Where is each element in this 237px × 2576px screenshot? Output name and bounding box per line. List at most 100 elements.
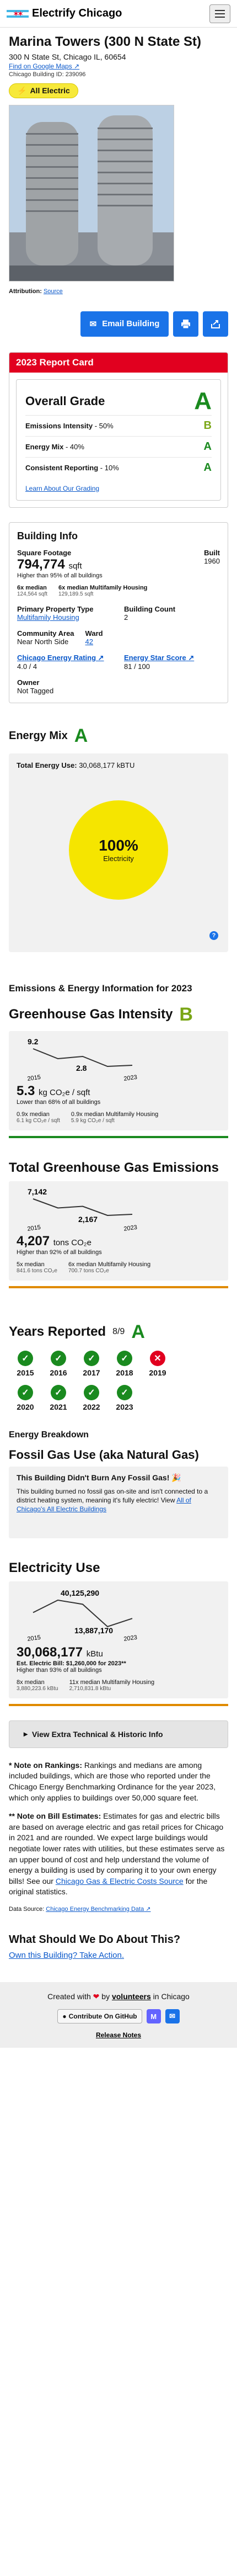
community-area-label: Community Area: [17, 629, 74, 638]
rankings-note: * Note on Rankings: Rankings and medians…: [9, 1760, 216, 1802]
electricity-pie: 100% Electricity: [69, 800, 168, 900]
year-label: 2022: [83, 1402, 100, 1411]
mastodon-link[interactable]: M: [146, 2009, 161, 2024]
photo-attribution: Attribution: Source: [9, 288, 63, 295]
ward-label: Ward: [85, 629, 103, 638]
grade-bar: [9, 1286, 228, 1288]
property-type-link[interactable]: Multifamily Housing: [17, 613, 79, 622]
owner-value: Not Tagged: [17, 686, 54, 695]
years-grid: ✓ 2015 ✓ 2016 ✓ 2017 ✓ 2018 ✕ 2019 ✓ 2020 ✓ 2021 ✓ 2022…: [9, 1350, 174, 1411]
created-with: Created with ❤ by volunteers in Chicago: [47, 1992, 190, 2001]
year-item: ✓ 2021: [42, 1384, 75, 1411]
median-value: 2,710,831.8 kBtu: [69, 1685, 111, 1692]
energy-mix-grade: A: [74, 725, 88, 746]
overall-grade-box: Overall Grade A Emissions Intensity - 50…: [16, 379, 221, 501]
metric-energy-mix: Energy Mix - 40% A: [25, 435, 212, 457]
median-value: 841.6 tons CO₂e: [17, 1267, 57, 1274]
release-notes-link[interactable]: Release Notes: [95, 2031, 142, 2039]
metric-grade: A: [203, 461, 212, 474]
report-card: 2023 Report Card Overall Grade A Emissio…: [9, 352, 228, 508]
energy-star-value: 81 / 100: [124, 662, 150, 671]
electric-bill-estimate: Est. Electric Bill: $1,260,000 for 2023*…: [17, 1660, 126, 1667]
year-item: ✓ 2017: [75, 1350, 108, 1377]
cta-heading: What Should We Do About This?: [9, 1934, 181, 1946]
energy-mix-heading: Energy Mix A: [9, 725, 88, 746]
printer-icon: [181, 319, 190, 329]
help-icon[interactable]: ?: [209, 931, 218, 940]
median-label: 6x median Multifamily Housing: [68, 1261, 151, 1268]
metric-emissions-intensity: Emissions Intensity - 50% B: [25, 415, 212, 436]
data-source: Data Source: Chicago Energy Benchmarking…: [9, 1905, 151, 1913]
sparkline-x-end: 2023: [123, 1074, 138, 1081]
costs-source-link[interactable]: Chicago Gas & Electric Costs Source: [55, 1876, 184, 1885]
email-icon: ✉: [89, 319, 97, 329]
bill-note: ** Note on Bill Estimates: Estimates for…: [9, 1812, 225, 1897]
sparkline-min-label: 2,167: [78, 1215, 98, 1224]
year-label: 2017: [83, 1368, 100, 1377]
electricity-percent: 100%: [99, 837, 138, 854]
gas-use-heading: Fossil Gas Use (aka Natural Gas): [9, 1447, 199, 1462]
github-button[interactable]: ● Contribute On GitHub: [57, 2009, 142, 2024]
notes-section: * Note on Rankings: Rankings and medians…: [9, 1760, 228, 1914]
lightning-icon: ⚡: [17, 86, 27, 95]
report-card-header: 2023 Report Card: [9, 352, 228, 373]
attribution-link[interactable]: Source: [43, 288, 63, 295]
email-link[interactable]: ✉: [165, 2009, 180, 2024]
energy-rating-link[interactable]: Chicago Energy Rating ↗: [17, 653, 104, 662]
metric-grade: B: [203, 419, 212, 432]
extra-info-toggle[interactable]: ▸ View Extra Technical & Historic Info: [9, 1720, 228, 1748]
building-address: 300 N State St, Chicago IL, 60654: [9, 52, 126, 61]
building-count-value: 2: [124, 613, 128, 622]
building-info-card: Building Info Square Footage 794,774 sqf…: [9, 522, 228, 703]
share-icon: [211, 320, 220, 328]
energy-mix-card: Total Energy Use: 30,068,177 kBTU 100% E…: [9, 753, 228, 952]
check-icon: ✓: [18, 1384, 33, 1400]
sparkline-x-start: 2015: [27, 1224, 41, 1231]
menu-toggle-button[interactable]: [209, 4, 230, 23]
ghg-total-card: 7,142 2,167 2015 2023 4,207 tons CO₂e Hi…: [9, 1181, 228, 1281]
building-count-label: Building Count: [124, 604, 176, 613]
community-area-value: Near North Side: [17, 637, 69, 646]
energy-rating-value: 4.0 / 4: [17, 662, 37, 671]
ghg-intensity-note: Lower than 68% of all buildings: [17, 1098, 101, 1106]
sparkline-start-label: 7,142: [28, 1188, 47, 1196]
check-icon: ✓: [117, 1384, 132, 1400]
sqft-note: Higher than 95% of all buildings: [17, 572, 103, 579]
all-electric-buildings-link[interactable]: All of Chicago's All Electric Buildings: [17, 1496, 191, 1513]
building-id: Chicago Building ID: 239096: [9, 71, 86, 78]
median-value: 5.9 kg CO₂e / sqft: [71, 1117, 115, 1124]
electricity-value: 30,068,177 kBtu: [17, 1644, 103, 1660]
energy-breakdown-heading: Energy Breakdown: [9, 1430, 89, 1440]
all-electric-badge: ⚡ All Electric: [9, 83, 78, 98]
year-label: 2015: [17, 1368, 34, 1377]
ward-link[interactable]: 42: [85, 637, 94, 646]
brand-name: Electrify Chicago: [32, 7, 122, 19]
year-item: ✓ 2018: [108, 1350, 141, 1377]
built-value: 1960: [204, 556, 220, 565]
sparkline-x-start: 2015: [27, 1074, 41, 1081]
overall-grade-label: Overall Grade: [25, 394, 105, 408]
learn-grading-link[interactable]: Learn About Our Grading: [25, 484, 100, 492]
grade-bar: [9, 1135, 228, 1138]
brand-logo[interactable]: ✶✶ Electrify Chicago: [7, 7, 122, 20]
google-maps-link[interactable]: Find on Google Maps ↗: [9, 62, 80, 70]
volunteers-link[interactable]: volunteers: [111, 1992, 151, 2001]
take-action-link[interactable]: Own this Building? Take Action.: [9, 1951, 125, 1961]
email-building-button[interactable]: ✉ Email Building: [80, 311, 169, 337]
median-label: 6x median: [17, 584, 47, 591]
share-button[interactable]: [203, 311, 228, 337]
caret-right-icon: ▸: [24, 1729, 28, 1739]
energy-star-link[interactable]: Energy Star Score ↗: [124, 653, 195, 662]
print-button[interactable]: [173, 311, 198, 337]
median-value: 124,564 sqft: [17, 591, 48, 597]
check-icon: ✓: [117, 1350, 132, 1366]
years-reported-grade: A: [131, 1321, 145, 1342]
ghg-intensity-grade: B: [179, 1003, 193, 1025]
heart-icon: ❤: [93, 1992, 100, 2001]
electricity-use-heading: Electricity Use: [9, 1560, 100, 1575]
data-source-link[interactable]: Chicago Energy Benchmarking Data ↗: [46, 1905, 151, 1913]
total-energy-label: Total Energy Use:: [17, 761, 77, 769]
overall-grade-value: A: [194, 387, 212, 415]
building-info-title: Building Info: [17, 530, 78, 541]
no-gas-body: This building burned no fossil gas on-si…: [17, 1487, 208, 1513]
